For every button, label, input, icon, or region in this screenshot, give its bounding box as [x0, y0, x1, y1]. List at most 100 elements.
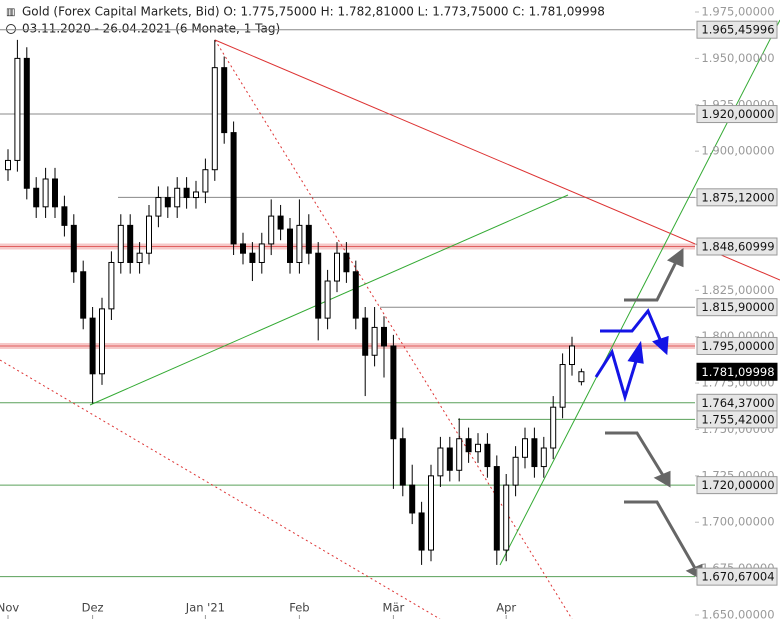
candle-body: [305, 224, 312, 254]
candle-body: [183, 187, 190, 199]
candle-body: [475, 443, 481, 453]
candle-body: [418, 512, 425, 551]
level-label: 1.720,00000: [701, 478, 774, 492]
candle-body: [399, 438, 406, 486]
arrow-head: [653, 470, 671, 488]
header: ▥ Gold (Forex Capital Markets, Bid) O: 1…: [6, 5, 605, 36]
candle-body: [52, 178, 58, 208]
candle-body: [202, 169, 209, 193]
arrow-head: [652, 335, 669, 356]
candle-body: [258, 243, 265, 263]
y-tick-label: 1.900,00000: [701, 144, 774, 158]
candle-body: [559, 364, 566, 408]
candle-body: [446, 447, 453, 471]
arrow: [605, 431, 666, 478]
x-tick-label: Dez: [82, 601, 104, 615]
candle-body: [428, 475, 434, 551]
candle-body: [362, 317, 369, 356]
candle-body: [512, 456, 519, 486]
candle-body: [540, 447, 547, 468]
candle-body: [211, 67, 218, 171]
y-tick-label: 1.650,00000: [701, 608, 774, 619]
level-label-box: [696, 298, 778, 317]
x-tick-label: Apr: [496, 601, 516, 615]
candle-body: [230, 132, 237, 245]
arrow-head: [667, 248, 684, 268]
trend-line: [214, 39, 780, 281]
arrow: [624, 259, 679, 302]
candle-body: [61, 206, 68, 226]
candle-body: [287, 228, 293, 263]
candle-body: [531, 438, 538, 468]
candle-body: [484, 443, 491, 468]
candle-body: [42, 178, 49, 208]
candle-body: [268, 215, 275, 245]
candle-body: [174, 187, 181, 208]
x-tick-label: Nov: [0, 601, 19, 615]
level-label-box: [696, 362, 778, 381]
candle-body: [550, 406, 557, 449]
level-label: 1.965,45996: [701, 23, 774, 37]
y-tick-label: 1.825,00000: [701, 283, 774, 297]
level-label-box: [696, 410, 778, 429]
arrow: [600, 308, 664, 345]
level-label: 1.815,90000: [701, 300, 774, 314]
candle-body: [136, 252, 143, 263]
candle-body: [296, 224, 303, 263]
candle-body: [390, 345, 397, 440]
candle-body: [164, 197, 171, 208]
x-tick-label: Mär: [383, 601, 405, 615]
candle-body: [352, 271, 359, 319]
y-tick-label: 1.700,00000: [701, 515, 774, 529]
x-tick-label: Feb: [289, 601, 309, 615]
drawings: [0, 19, 780, 619]
arrow: [624, 500, 698, 571]
level-label-box: [696, 476, 778, 495]
candle-body: [193, 191, 199, 199]
candle-body: [127, 224, 134, 263]
candle-body: [70, 224, 77, 273]
candle-body: [117, 224, 124, 263]
clock-icon: [6, 24, 16, 34]
level-label-box: [696, 20, 778, 39]
candle-body: [249, 252, 256, 263]
arrow: [594, 348, 639, 403]
y-tick-label: 1.950,00000: [701, 51, 774, 65]
candle-body: [14, 57, 21, 161]
level-label: 1.670,67004: [701, 570, 774, 584]
trend-line: [0, 359, 441, 619]
candle-body: [33, 187, 40, 208]
header-ohlc: Gold (Forex Capital Markets, Bid) O: 1.7…: [22, 5, 605, 19]
candle-body: [503, 484, 510, 551]
candle-body: [522, 438, 528, 458]
candle-body: [80, 271, 87, 319]
candle-body: [381, 326, 387, 347]
level-label-box: [696, 188, 778, 207]
level-label: 1.781,09998: [701, 365, 774, 379]
candle-body: [437, 447, 444, 477]
candle-body: [99, 308, 105, 375]
candle-body: [315, 252, 322, 319]
candle-body: [493, 466, 500, 551]
header-range: 03.11.2020 - 26.04.2021 (6 Monate, 1 Tag…: [22, 22, 280, 36]
candle-body: [334, 252, 340, 282]
level-label-box: [696, 237, 778, 256]
candle-body: [23, 57, 30, 189]
level-label: 1.848,60999: [701, 240, 774, 254]
candle-body: [108, 261, 115, 310]
candle-body: [324, 280, 331, 319]
level-label: 1.795,00000: [701, 339, 774, 353]
candle-body: [240, 243, 246, 254]
candle-body: [221, 67, 228, 134]
candle-body: [89, 317, 96, 375]
candle-body: [569, 345, 575, 366]
candle-body: [277, 215, 284, 230]
candle-body: [371, 326, 378, 356]
level-label: 1.920,00000: [701, 107, 774, 121]
header-icon: ▥: [6, 7, 15, 18]
candle-body: [5, 159, 11, 171]
arrow-head: [627, 340, 644, 364]
level-label-box: [696, 105, 778, 124]
level-label-box: [696, 336, 778, 355]
